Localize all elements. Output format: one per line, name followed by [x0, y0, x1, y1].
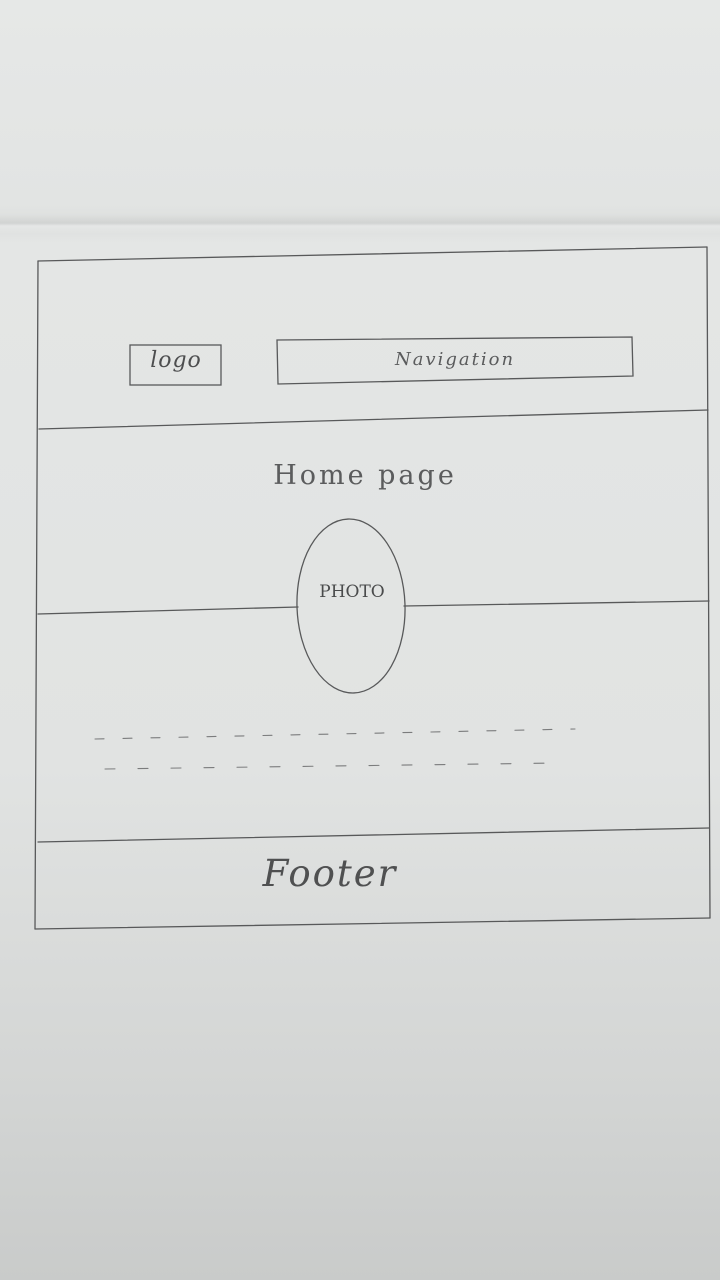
- footer: Footer: [262, 852, 398, 895]
- navigation-box: [276, 336, 634, 385]
- page-frame-right: [706, 246, 711, 919]
- photo-ellipse: [296, 518, 406, 694]
- logo[interactable]: logo: [150, 348, 202, 373]
- page-title: Home page: [273, 460, 457, 491]
- paper-fold: [0, 214, 720, 234]
- hero-divider-right: [403, 600, 710, 607]
- page-frame-bottom: [34, 917, 711, 930]
- text-placeholder-line-2: [104, 762, 561, 770]
- header-divider: [38, 409, 709, 430]
- hero-divider-left: [37, 606, 299, 615]
- logo-box: [129, 344, 222, 386]
- photo-placeholder: PHOTO: [319, 582, 385, 602]
- page-frame-top: [37, 246, 708, 262]
- page-frame-left: [34, 260, 39, 930]
- navigation-bar[interactable]: Navigation: [394, 349, 516, 370]
- text-placeholder-line-1: [94, 728, 576, 740]
- footer-divider: [37, 827, 710, 843]
